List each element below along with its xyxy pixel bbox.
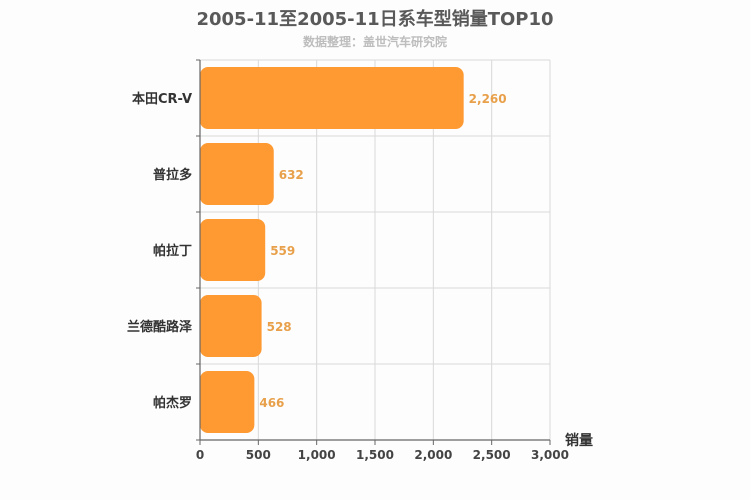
bar-value-label: 559: [270, 244, 295, 258]
x-tick-label: 1,000: [298, 448, 336, 462]
x-tick-label: 0: [196, 448, 204, 462]
bar: [200, 295, 262, 357]
x-tick-label: 1,500: [356, 448, 394, 462]
x-tick-label: 2,000: [414, 448, 452, 462]
bar: [200, 67, 464, 129]
bar: [200, 219, 266, 281]
bar-value-label: 528: [267, 320, 292, 334]
chart-subtitle: 数据整理：盖世汽车研究院: [302, 35, 447, 49]
bars: 2,260 632 559 528 466: [200, 67, 507, 433]
x-tick-label: 2,500: [473, 448, 511, 462]
x-tick-label: 500: [246, 448, 271, 462]
bar: [200, 371, 255, 433]
x-tick-label: 3,000: [531, 448, 569, 462]
chart-title: 2005-11至2005-11日系车型销量TOP10: [196, 9, 554, 30]
category-label: 普拉多: [153, 167, 192, 183]
bar: [200, 143, 274, 205]
category-label: 帕拉丁: [153, 243, 192, 259]
category-label: 帕杰罗: [153, 395, 192, 411]
category-label: 本田CR-V: [132, 91, 192, 107]
category-label: 兰德酷路泽: [127, 319, 193, 335]
bar-value-label: 466: [259, 396, 284, 410]
x-axis-label: 销量: [565, 432, 593, 449]
bar-value-label: 632: [279, 168, 304, 182]
bar-value-label: 2,260: [469, 92, 507, 106]
